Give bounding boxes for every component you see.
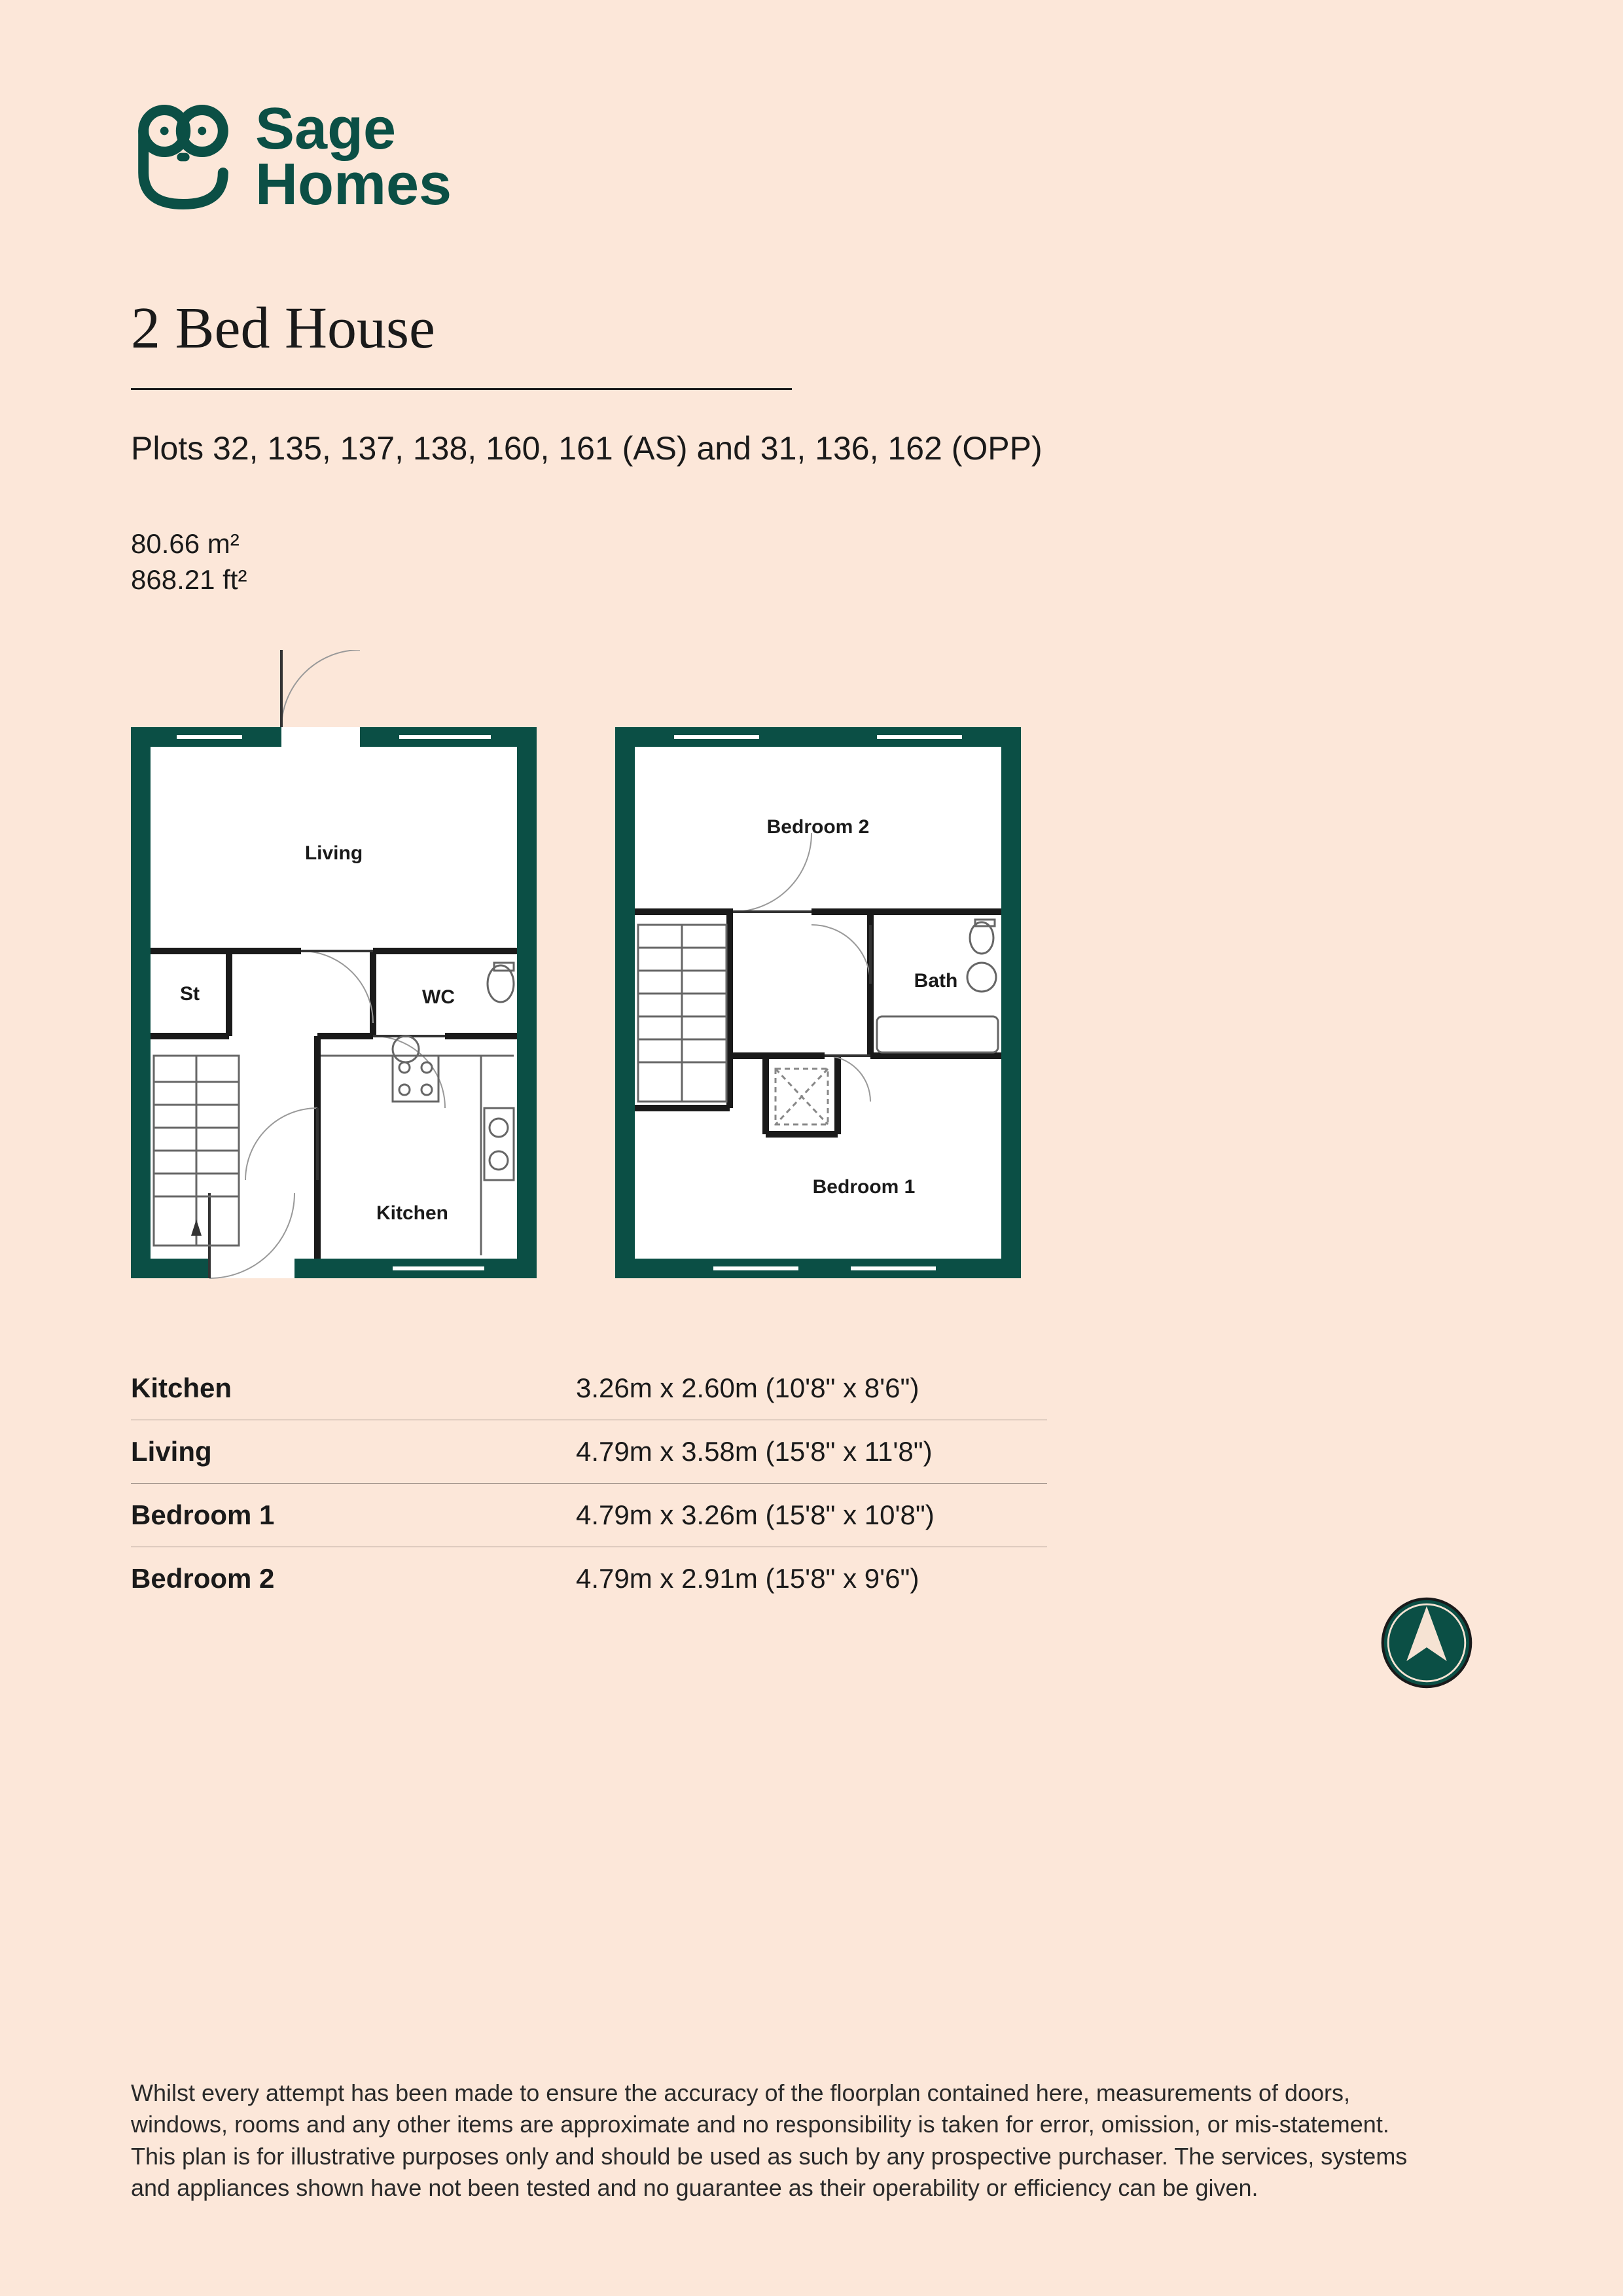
title-rule	[131, 388, 792, 390]
room-label-living: Living	[305, 842, 363, 864]
dim-value: 4.79m x 3.26m (15'8" x 10'8")	[576, 1499, 1047, 1531]
room-label-wc: WC	[422, 986, 455, 1008]
table-row: Bedroom 2 4.79m x 2.91m (15'8" x 9'6")	[131, 1547, 1047, 1610]
table-row: Living 4.79m x 3.58m (15'8" x 11'8")	[131, 1420, 1047, 1484]
plots-line: Plots 32, 135, 137, 138, 160, 161 (AS) a…	[131, 429, 1492, 467]
dim-value: 3.26m x 2.60m (10'8" x 8'6")	[576, 1372, 1047, 1404]
brand-line2: Homes	[255, 157, 452, 213]
area-ft2: 868.21 ft²	[131, 562, 1492, 598]
dim-name: Kitchen	[131, 1372, 576, 1404]
brand-logo: Sage Homes	[131, 98, 1492, 216]
dim-name: Bedroom 1	[131, 1499, 576, 1531]
table-row: Kitchen 3.26m x 2.60m (10'8" x 8'6")	[131, 1357, 1047, 1420]
owl-icon	[131, 98, 236, 216]
area-m2: 80.66 m²	[131, 526, 1492, 562]
brand-line1: Sage	[255, 101, 452, 158]
brand-name: Sage Homes	[255, 101, 452, 213]
page-title: 2 Bed House	[131, 295, 1492, 362]
compass-icon	[1381, 1597, 1472, 1689]
room-label-st: St	[180, 983, 200, 1005]
room-label-bedroom1: Bedroom 1	[813, 1176, 916, 1198]
dim-value: 4.79m x 3.58m (15'8" x 11'8")	[576, 1436, 1047, 1467]
dimensions-table: Kitchen 3.26m x 2.60m (10'8" x 8'6") Liv…	[131, 1357, 1047, 1610]
dim-name: Living	[131, 1436, 576, 1467]
room-label-kitchen: Kitchen	[376, 1202, 448, 1224]
room-label-bath: Bath	[914, 970, 958, 992]
first-floor-plan: Bedroom 2 Bath Bedroom 1	[615, 650, 1021, 1291]
floorplans: Living St WC Kitchen	[131, 650, 1492, 1291]
dim-value: 4.79m x 2.91m (15'8" x 9'6")	[576, 1563, 1047, 1594]
room-label-bedroom2: Bedroom 2	[767, 816, 870, 838]
area-block: 80.66 m² 868.21 ft²	[131, 526, 1492, 598]
disclaimer-text: Whilst every attempt has been made to en…	[131, 2077, 1440, 2204]
ground-floor-plan: Living St WC Kitchen	[131, 650, 537, 1291]
dim-name: Bedroom 2	[131, 1563, 576, 1594]
table-row: Bedroom 1 4.79m x 3.26m (15'8" x 10'8")	[131, 1484, 1047, 1547]
